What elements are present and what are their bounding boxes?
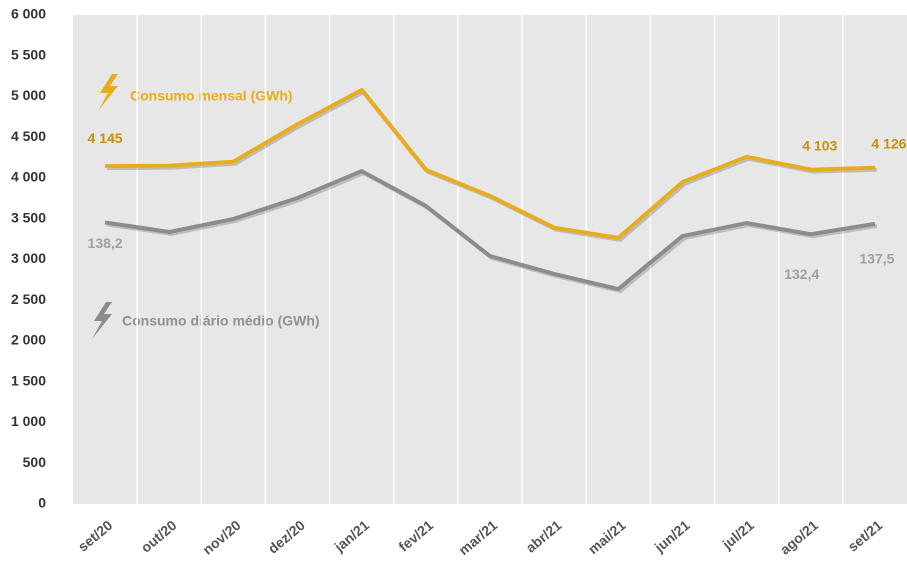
legend-label: Consumo mensal (GWh) — [130, 88, 293, 104]
y-tick-label: 3 000 — [11, 250, 46, 266]
value-label: 4 103 — [802, 137, 837, 153]
y-tick-label: 5 500 — [11, 46, 46, 62]
value-label: 137,5 — [859, 251, 894, 267]
lightning-icon — [98, 74, 118, 111]
x-tick-label: jan/21 — [331, 517, 373, 556]
y-tick-label: 1 000 — [11, 413, 46, 429]
x-tick-label: abr/21 — [523, 517, 565, 556]
lightning-icon — [92, 302, 112, 339]
x-tick-label: mar/21 — [455, 517, 500, 558]
value-label: 4 145 — [88, 130, 123, 146]
x-tick-label: ago/21 — [777, 517, 821, 558]
y-tick-label: 0 — [38, 495, 46, 511]
x-tick-label: out/20 — [138, 517, 180, 556]
x-tick-label: nov/20 — [199, 517, 243, 558]
x-tick-label: fev/21 — [395, 517, 436, 555]
x-tick-label: set/21 — [845, 517, 886, 555]
value-label: 4 126 — [871, 135, 906, 151]
x-tick-label: jul/21 — [718, 517, 757, 553]
legend-label: Consumo diário médio (GWh) — [122, 313, 320, 329]
x-tick-label: set/20 — [75, 517, 116, 555]
x-tick-label: jun/21 — [651, 517, 693, 556]
y-tick-label: 500 — [23, 454, 47, 470]
x-tick-label: dez/20 — [265, 517, 308, 557]
series-line — [104, 169, 876, 292]
x-tick-label: mai/21 — [585, 517, 629, 557]
value-label: 138,2 — [88, 235, 123, 251]
y-tick-label: 5 000 — [11, 87, 46, 103]
y-tick-label: 2 000 — [11, 332, 46, 348]
y-tick-label: 3 500 — [11, 209, 46, 225]
series-line — [105, 87, 875, 240]
y-tick-label: 1 500 — [11, 372, 46, 388]
value-label: 132,4 — [784, 266, 819, 282]
y-tick-label: 6 000 — [11, 6, 46, 22]
plot-area — [73, 15, 907, 504]
y-tick-label: 4 000 — [11, 169, 46, 185]
y-tick-label: 4 500 — [11, 128, 46, 144]
y-tick-label: 2 500 — [11, 291, 46, 307]
